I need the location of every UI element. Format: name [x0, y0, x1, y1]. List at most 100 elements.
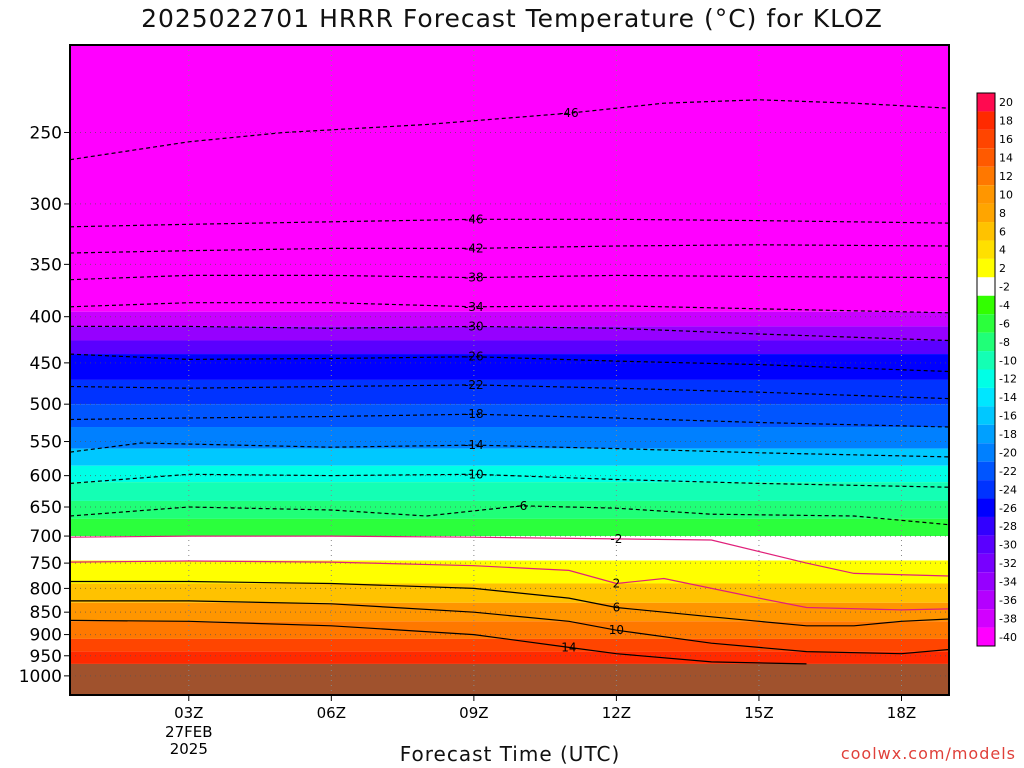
- y-tick-label: 350: [30, 255, 62, 275]
- colorbar-swatch: [977, 351, 995, 370]
- colorbar-tick-label: 18: [999, 115, 1013, 128]
- isotherm-label: 6: [613, 601, 621, 615]
- colorbar-swatch: [977, 387, 995, 407]
- colorbar-tick-label: -6: [999, 317, 1010, 330]
- isotherm-line: [70, 580, 950, 627]
- colorbar-frame: [976, 92, 996, 647]
- y-tick-label: 800: [30, 579, 62, 599]
- chart-title: 2025022701 HRRR Forecast Temperature (°C…: [141, 4, 883, 33]
- colorbar-tick-label: -26: [999, 502, 1017, 515]
- isotherm-line: [70, 325, 950, 342]
- colorbar-swatch: [977, 240, 995, 259]
- y-tick-label: 450: [30, 354, 62, 374]
- temperature-band: [70, 500, 949, 519]
- temperature-band: [70, 427, 949, 449]
- colorbar-swatch: [977, 590, 995, 610]
- temperature-band: [70, 311, 949, 327]
- x-axis-label: Forecast Time (UTC): [399, 742, 621, 766]
- y-tick-label: 700: [30, 527, 62, 547]
- isotherm-line: [69, 274, 950, 281]
- isotherm-label: -46: [464, 212, 484, 226]
- colorbar-tick-label: 16: [999, 133, 1013, 146]
- isotherm-line: [69, 244, 950, 254]
- isotherm-label: -2: [610, 532, 622, 546]
- colorbar-swatch: [977, 406, 995, 425]
- colorbar-tick-label: 10: [999, 188, 1013, 201]
- temperature-band: [70, 379, 949, 405]
- isotherm-label: -22: [464, 378, 484, 392]
- colorbar-tick-label: 2: [999, 262, 1006, 275]
- colorbar-swatch: [977, 203, 995, 223]
- colorbar-tick-label: -30: [999, 539, 1017, 552]
- isotherm-line: [69, 302, 950, 314]
- temperature-band: [70, 602, 949, 622]
- colorbar-swatch: [977, 166, 995, 186]
- isotherm-line: [69, 384, 950, 400]
- temperature-band: [70, 354, 949, 380]
- y-tick-label: 250: [30, 123, 62, 143]
- watermark: coolwx.com/models: [840, 744, 1016, 763]
- x-tick-label: 12Z: [602, 704, 631, 722]
- plot-frame: [69, 44, 950, 696]
- colorbar-swatch: [977, 277, 995, 296]
- colorbar-swatch: [977, 480, 995, 499]
- isotherm-line: [69, 218, 950, 228]
- isotherm-line: [69, 413, 950, 428]
- y-tick-label: 600: [30, 467, 62, 487]
- colorbar-swatch: [977, 553, 995, 573]
- temperature-band: [70, 404, 949, 428]
- colorbar-swatch: [977, 461, 995, 481]
- colorbar-swatch: [977, 627, 995, 646]
- colorbar-tick-label: 14: [999, 152, 1013, 165]
- isotherm-label: -34: [464, 300, 484, 314]
- x-tick-label: 06Z: [317, 704, 346, 722]
- colorbar-tick-label: -32: [999, 557, 1017, 570]
- colorbar-swatch: [977, 516, 995, 536]
- x-tick-label: 09Z: [459, 704, 488, 722]
- x-date-label: 27FEB: [165, 723, 212, 741]
- isotherm-line: [69, 619, 807, 665]
- colorbar-swatch: [977, 111, 995, 130]
- colorbar-tick-label: -34: [999, 575, 1017, 588]
- colorbar-tick-label: -16: [999, 410, 1017, 423]
- temperature-band: [70, 560, 949, 584]
- y-tick-label: 950: [30, 647, 62, 667]
- isotherm-label: -38: [464, 271, 484, 285]
- colorbar-swatch: [977, 609, 995, 628]
- colorbar-swatch: [977, 369, 995, 388]
- colorbar-tick-label: -18: [999, 428, 1017, 441]
- colorbar-tick-label: 8: [999, 207, 1006, 220]
- x-date-label: 2025: [170, 740, 208, 758]
- isotherm-line: [69, 442, 950, 458]
- colorbar-swatch: [977, 93, 995, 112]
- colorbar-swatch: [977, 295, 995, 315]
- x-tick-label: 18Z: [887, 704, 916, 722]
- isotherm-line: [69, 535, 950, 577]
- colorbar-tick-label: 12: [999, 170, 1013, 183]
- y-tick-label: 850: [30, 603, 62, 623]
- colorbar-swatch: [977, 314, 995, 333]
- y-tick-label: 400: [30, 308, 62, 328]
- isotherm-label: -26: [464, 350, 484, 364]
- colorbar-swatch: [977, 572, 995, 591]
- isotherm-line: [69, 560, 950, 611]
- colorbar-tick-label: -36: [999, 594, 1017, 607]
- temperature-band: [70, 651, 949, 664]
- colorbar-swatch: [977, 129, 995, 149]
- temperature-band: [70, 448, 949, 466]
- isotherm-label: 2: [613, 576, 621, 590]
- temperature-band: [70, 536, 949, 561]
- isotherm-label: -42: [464, 241, 484, 255]
- temperature-band: [70, 583, 949, 603]
- isotherm-label: -10: [464, 467, 484, 481]
- isotherm-line: [69, 353, 950, 373]
- temperature-band: [70, 465, 949, 483]
- colorbar-tick-label: 6: [999, 225, 1006, 238]
- temperature-band: [70, 45, 949, 312]
- colorbar-tick-label: -24: [999, 483, 1017, 496]
- y-tick-label: 900: [30, 626, 62, 646]
- y-tick-label: 1000: [19, 667, 62, 687]
- temperature-band: [70, 621, 949, 639]
- colorbar-swatch: [977, 498, 995, 517]
- colorbar-tick-label: -28: [999, 520, 1017, 533]
